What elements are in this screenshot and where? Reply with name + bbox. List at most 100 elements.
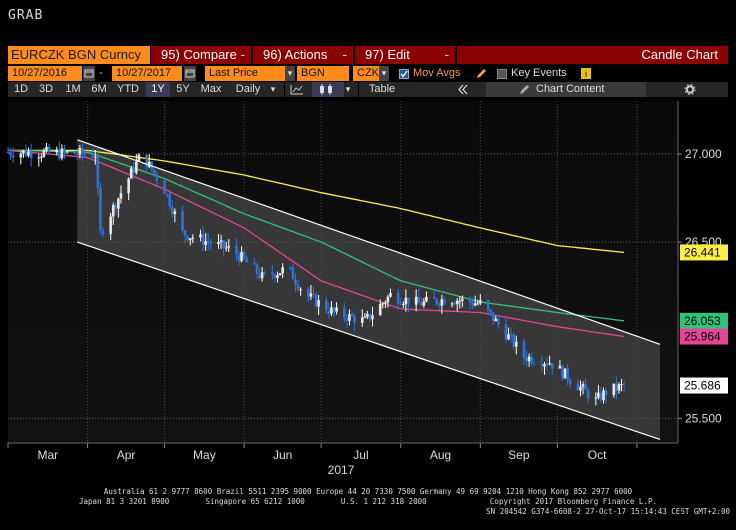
start-calendar-icon[interactable] xyxy=(83,66,95,81)
period-1d[interactable]: 1D xyxy=(13,83,29,95)
table-button[interactable]: Table xyxy=(368,83,396,95)
period-5y[interactable]: 5Y xyxy=(176,83,190,95)
candle-body xyxy=(479,300,482,304)
end-date-field[interactable]: 10/27/2017 xyxy=(112,66,182,81)
candle-body xyxy=(163,180,166,194)
candle-body xyxy=(96,156,100,188)
candle-body xyxy=(237,253,241,262)
candle-body xyxy=(24,150,28,156)
candle-body xyxy=(414,296,418,305)
actions-dropdown-icon: - xyxy=(342,47,347,62)
candle-body xyxy=(399,303,403,305)
candle-body xyxy=(299,289,302,291)
frequency-label[interactable]: Daily xyxy=(235,83,261,95)
currency-chevron-down-icon[interactable]: ▾ xyxy=(379,66,389,81)
channel-fill xyxy=(77,139,661,440)
period-ytd[interactable]: YTD xyxy=(117,83,139,95)
candle-body xyxy=(317,300,320,307)
candle-body xyxy=(129,168,133,179)
candle-body xyxy=(114,204,118,209)
y-tick-label: 25.500 xyxy=(685,411,722,425)
actions-label: 96) Actions xyxy=(263,47,328,62)
candle-body xyxy=(29,151,33,159)
candle-body xyxy=(563,368,567,379)
candle-body xyxy=(476,303,480,305)
candle-body xyxy=(455,300,459,305)
chart-content-label: Chart Content xyxy=(536,83,605,95)
candle-body xyxy=(402,304,405,306)
candle-body xyxy=(258,273,261,279)
candle-body xyxy=(73,151,77,155)
security-field[interactable]: EURCZK BGN Curncy xyxy=(8,46,150,64)
candle-body xyxy=(366,313,369,317)
start-date-field[interactable]: 10/27/2016 xyxy=(8,66,82,81)
candle-body xyxy=(76,154,79,156)
candle-body xyxy=(307,289,310,297)
candle-body xyxy=(183,230,187,236)
candle-body xyxy=(42,150,46,157)
candle-body xyxy=(543,363,546,367)
candle-body xyxy=(389,292,392,297)
price-field-chevron-down-icon[interactable]: ▾ xyxy=(285,66,295,81)
candle-body xyxy=(332,307,336,312)
candle-body xyxy=(260,272,264,279)
mov-avgs-label: Mov Avgs xyxy=(413,67,461,79)
edit-button[interactable]: 97) Edit - xyxy=(355,46,455,64)
period-1m[interactable]: 1M xyxy=(65,83,81,95)
settings-gear-icon[interactable] xyxy=(682,82,698,97)
currency-field[interactable]: CZK xyxy=(353,66,379,81)
candle-body xyxy=(278,273,282,276)
key-events-checkbox[interactable] xyxy=(497,66,507,81)
pencil-icon xyxy=(520,85,529,94)
candle-body xyxy=(19,153,23,158)
period-max[interactable]: Max xyxy=(200,83,222,95)
source-field[interactable]: BGN xyxy=(297,66,349,81)
candle-body xyxy=(45,146,48,151)
style-chevron-down-icon[interactable]: ▾ xyxy=(345,84,351,94)
candle-body xyxy=(314,294,318,307)
calendar-icon xyxy=(185,69,195,78)
svg-text:i: i xyxy=(585,69,587,79)
x-tick-label: Jun xyxy=(273,448,292,462)
candle-body xyxy=(170,206,174,215)
period-6m[interactable]: 6M xyxy=(91,83,107,95)
chart-type-title: Candle Chart xyxy=(457,46,728,64)
candle-body xyxy=(550,363,554,369)
candle-body xyxy=(204,241,207,245)
candle-body xyxy=(597,392,600,398)
period-3d[interactable]: 3D xyxy=(38,83,54,95)
candle-style-icon[interactable] xyxy=(312,82,344,97)
candle-body xyxy=(9,152,12,156)
actions-button[interactable]: 96) Actions - xyxy=(253,46,353,64)
collapse-left-icon[interactable] xyxy=(454,82,472,97)
pencil-icon[interactable] xyxy=(475,66,487,81)
horizontal-gridlines xyxy=(8,153,678,419)
candle-body xyxy=(201,234,205,245)
candle-body xyxy=(615,383,618,391)
price-label-box xyxy=(680,328,728,345)
candle-body xyxy=(91,154,95,158)
footer-contacts-line-2: Japan 81 3 3201 8900 Singapore 65 6212 1… xyxy=(79,497,657,506)
candle-body xyxy=(6,152,10,154)
period-1y[interactable]: 1Y xyxy=(146,82,170,97)
candle-body xyxy=(78,147,82,155)
info-icon[interactable]: i xyxy=(580,66,592,81)
candle-body xyxy=(561,365,564,379)
compare-button[interactable]: 95) Compare - xyxy=(151,46,251,64)
candle-body xyxy=(371,315,374,320)
candle-body xyxy=(381,303,385,305)
candle-body xyxy=(509,334,513,336)
frequency-chevron-down-icon[interactable]: ▾ xyxy=(270,84,276,94)
price-label-box xyxy=(680,312,728,329)
line-chart-icon[interactable] xyxy=(290,82,304,97)
candles xyxy=(6,141,626,406)
candle-body xyxy=(22,150,25,154)
candle-body xyxy=(386,296,390,303)
end-calendar-icon[interactable] xyxy=(184,66,196,81)
candle-body xyxy=(612,383,616,395)
price-field-select[interactable]: Last Price xyxy=(205,66,285,81)
mov-avgs-checkbox[interactable] xyxy=(399,66,409,81)
chart-content-button[interactable]: Chart Content xyxy=(486,82,646,97)
candle-body xyxy=(291,267,295,280)
